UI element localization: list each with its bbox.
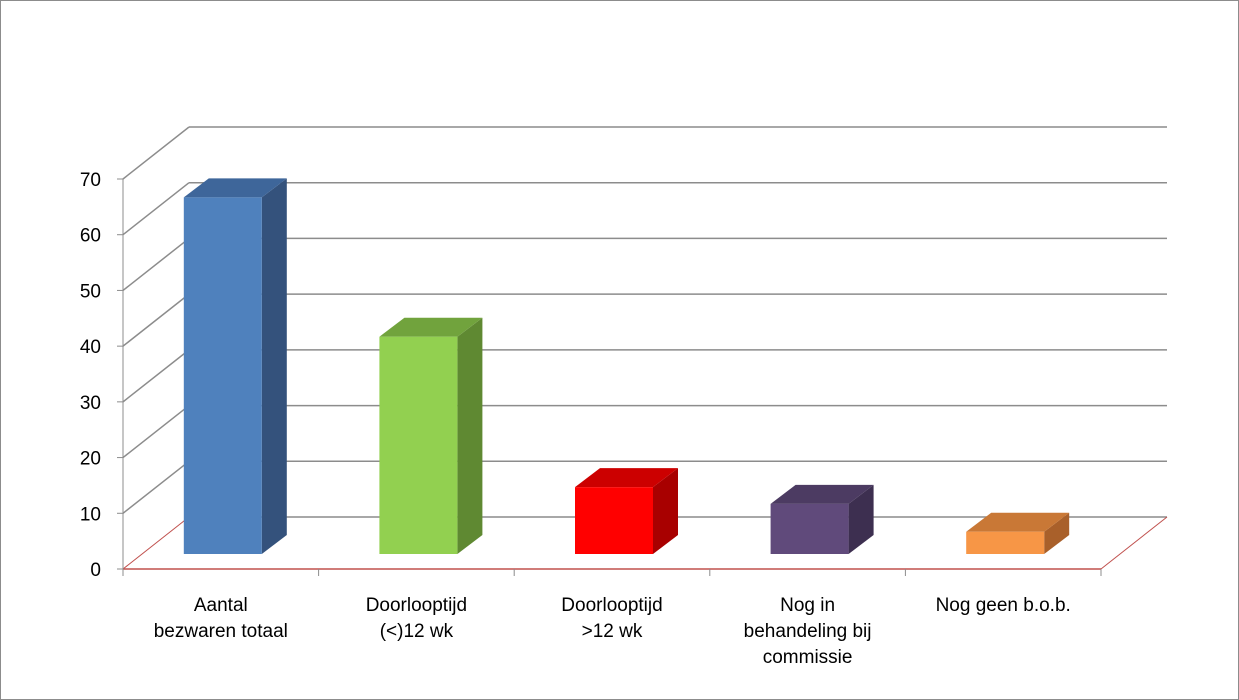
grid-layer <box>122 126 1168 570</box>
bar-top <box>966 512 1070 532</box>
x-category-line: commissie <box>763 647 853 668</box>
y-tick-label: 60 <box>80 226 101 247</box>
gridline-diagonal-60 <box>122 182 190 236</box>
x-category-line: bezwaren totaal <box>154 621 288 642</box>
bar-front <box>575 487 653 554</box>
bar-front <box>966 531 1045 554</box>
bar-front <box>379 336 458 554</box>
y-tick-label: 40 <box>80 337 101 358</box>
x-category-line: Doorlooptijd <box>366 595 467 616</box>
bar-top <box>379 317 483 337</box>
bar-side <box>653 468 678 554</box>
x-category-label: Doorlooptijd >12 wk <box>561 595 662 642</box>
bar-2 <box>379 317 483 554</box>
bar-side <box>261 178 287 554</box>
floor-left-edge <box>122 516 190 570</box>
axis-layer <box>117 178 1102 576</box>
gridline-diagonal-20 <box>122 404 190 459</box>
bar-5 <box>966 512 1070 554</box>
bar-front <box>770 503 849 554</box>
bar-top <box>183 178 287 198</box>
x-category-line: behandeling bij <box>744 621 872 642</box>
bar-3 <box>575 468 678 554</box>
x-category-label: Nog in behandeling bij commissie <box>744 595 872 668</box>
gridline-diagonal-70 <box>122 126 190 180</box>
y-tick-label: 10 <box>80 504 101 525</box>
gridline-diagonal-50 <box>122 237 190 292</box>
bar-side <box>1044 512 1070 554</box>
y-tick-label: 50 <box>80 281 101 302</box>
bar-side <box>457 317 483 554</box>
x-category-label: Aantal bezwaren totaal <box>154 595 288 642</box>
bar-1 <box>183 178 287 554</box>
y-tick-label: 0 <box>90 560 101 581</box>
y-tick-label: 30 <box>80 393 101 414</box>
gridline-diagonal-30 <box>122 349 190 403</box>
bar-top <box>575 468 678 488</box>
bar-top <box>770 484 874 504</box>
gridline-diagonal-40 <box>122 293 190 347</box>
x-category-line: >12 wk <box>582 621 643 642</box>
gridline-diagonal-10 <box>122 460 190 514</box>
x-category-line: (<)12 wk <box>380 621 454 642</box>
x-category-label: Doorlooptijd (<)12 wk <box>366 595 467 642</box>
bar-layer <box>183 178 1070 554</box>
floor-right-edge <box>1100 516 1168 570</box>
x-category-label: Nog geen b.o.b. <box>936 595 1071 616</box>
x-category-line: Nog geen b.o.b. <box>936 595 1071 616</box>
y-tick-label: 70 <box>80 170 101 191</box>
x-category-line: Doorlooptijd <box>561 595 662 616</box>
bar-side <box>848 484 874 554</box>
y-tick-label: 20 <box>80 449 101 470</box>
bar-front <box>183 197 262 554</box>
x-category-line: Nog in <box>780 595 835 616</box>
x-category-line: Aantal <box>194 595 248 616</box>
label-layer: 0 10 20 30 40 50 60 70 Aantal bezwaren totaal Door… <box>80 170 1071 668</box>
bar-4 <box>770 484 874 554</box>
